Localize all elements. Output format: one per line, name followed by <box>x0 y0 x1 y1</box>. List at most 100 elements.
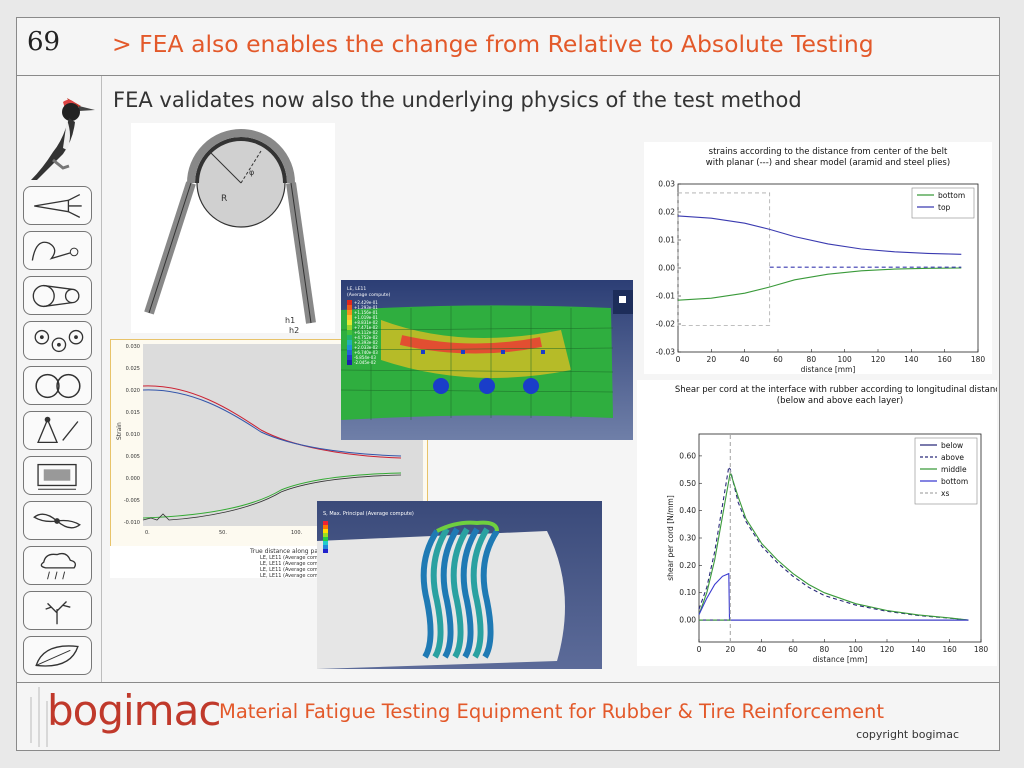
belt-legend-value: -2.045e-02 <box>354 360 376 365</box>
small-legend-1: LE, LE11 (Average compute <box>260 555 330 561</box>
logo-mark-icon <box>30 687 48 747</box>
y-tick-label: -0.02 <box>656 320 676 329</box>
belt-legend-swatch <box>347 345 352 350</box>
belt-legend-value: +1.019e-01 <box>354 315 378 320</box>
slide-subtitle: FEA validates now also the underlying ph… <box>113 88 802 112</box>
small-x-ticks: 0. 50. 100. <box>145 530 303 536</box>
belt-legend-swatch <box>347 360 352 365</box>
small-y-tick-label: -0.010 <box>124 520 140 526</box>
carrot-icon[interactable] <box>23 186 92 225</box>
x-tick-label: 140 <box>904 355 919 364</box>
y-tick-label: 0.02 <box>658 208 675 217</box>
legend-box <box>911 187 975 219</box>
y-tick-label: 0.20 <box>679 561 696 570</box>
y-tick-label: 0.10 <box>679 588 696 597</box>
belt-legend-value: +3.393e-02 <box>354 340 378 345</box>
small-curve-red <box>142 385 402 459</box>
belt-legend-swatch <box>347 320 352 325</box>
chart-title: (below and above each layer) <box>777 396 903 406</box>
belt-legend-value: +6.112e-02 <box>354 330 378 335</box>
cords-legend-title: S, Max. Principal (Average compute) <box>323 511 414 517</box>
strain-legend-box: True distance along path LE, LE11 (Avera… <box>110 546 330 579</box>
small-y-tick-label: 0.015 <box>126 410 140 416</box>
rain-icon[interactable] <box>23 546 92 585</box>
small-y-tick-label: 0.000 <box>126 476 140 482</box>
legend-label: bottom <box>938 191 965 200</box>
belt-legend-value: +1.156e-01 <box>354 310 378 315</box>
y-tick-label: 0.03 <box>658 180 675 189</box>
belt-legend-swatch <box>347 325 352 330</box>
small-y-tick-label: 0.025 <box>126 366 140 372</box>
small-y-tick-label: 0.005 <box>126 454 140 460</box>
footer-title: Material Fatigue Testing Equipment for R… <box>219 700 885 723</box>
series-line-top <box>677 215 962 255</box>
belt-legend-swatch <box>347 310 352 315</box>
legend-label: middle <box>941 465 967 474</box>
series-line-above <box>698 465 969 621</box>
belt-legend-swatch <box>347 315 352 320</box>
fan-icon[interactable] <box>23 501 92 540</box>
pulley-diagram: R φ h1 h2 <box>131 123 335 333</box>
tire-pressure-icon[interactable] <box>23 411 92 450</box>
roller-set-icon[interactable] <box>23 321 92 360</box>
legend-label: top <box>938 203 951 212</box>
logo: bogimac <box>47 686 221 735</box>
belt-legend: LE, LE11(Average compute) +2.429e-01+1.29… <box>347 286 391 365</box>
legend-label: xs <box>941 489 949 498</box>
y-tick-label: 0.60 <box>679 451 696 460</box>
chart-title: Shear per cord at the interface with rub… <box>675 385 997 395</box>
belt-legend-value: +6.740e-03 <box>354 350 378 355</box>
x-tick-label: 180 <box>971 355 986 364</box>
belt-legend-title: (Average compute) <box>347 292 391 298</box>
tree-icon[interactable] <box>23 591 92 630</box>
y-tick-label: 0.50 <box>679 479 696 488</box>
fea-belt-render: LE, LE11 (Average compute) +2.429e-01 +1.29… <box>341 280 633 440</box>
cord-bundle <box>420 520 500 659</box>
belt-legend-value: +2.033e-02 <box>354 345 378 350</box>
belt-legend-value: -6.854e-03 <box>354 355 376 360</box>
sidebar <box>17 76 102 682</box>
belt-legend-swatch <box>347 355 352 360</box>
belt-legend-swatch <box>347 335 352 340</box>
x-tick-label: 60 <box>788 645 798 654</box>
y-tick-label: 0.00 <box>679 616 696 625</box>
belt-legend-swatch <box>347 330 352 335</box>
x-tick-label: 100 <box>838 355 853 364</box>
x-tick-label: 60 <box>773 355 783 364</box>
small-curve-black <box>142 474 402 521</box>
x-axis-label: distance [mm] <box>813 655 868 664</box>
chart-title: with planar (---) and shear model (arami… <box>706 158 950 168</box>
small-chart-ylabel: Strain <box>116 422 123 440</box>
cable-icon[interactable] <box>23 231 92 270</box>
x-tick-label: 120 <box>880 645 895 654</box>
x-tick-label: 160 <box>938 355 953 364</box>
double-roller-icon[interactable] <box>23 366 92 405</box>
belt-drive-icon[interactable] <box>23 276 92 315</box>
y-tick-label: 0.40 <box>679 506 696 515</box>
radius-label: R <box>221 194 227 204</box>
leaf-icon[interactable] <box>23 636 92 675</box>
belt-legend-swatch <box>347 305 352 310</box>
legend-label: bottom <box>941 477 968 486</box>
press-icon[interactable] <box>23 456 92 495</box>
y-tick-label: 0.01 <box>658 236 675 245</box>
slide-number: 69 <box>27 27 61 57</box>
small-legend-2: LE, LE11 (Average compute <box>260 561 330 567</box>
belt-legend-value: +8.831e-02 <box>354 320 378 325</box>
chart-title: strains according to the distance from c… <box>709 147 948 157</box>
fea-belt-svg: LE, LE11(Average compute) +2.429e-01+1.29… <box>341 286 633 420</box>
x-tick-label: 80 <box>820 645 830 654</box>
x-tick-label: 20 <box>707 355 717 364</box>
belt-legend-value: +7.471e-02 <box>354 325 378 330</box>
footer: bogimac Material Fatigue Testing Equipme… <box>17 682 999 751</box>
fea-cords-render: S, Max. Principal (Average compute) <box>317 501 602 669</box>
belt-legend-value: +2.429e-01 <box>354 300 378 305</box>
y-tick-label: 0.00 <box>658 264 675 273</box>
legend-label: below <box>941 441 963 450</box>
belt-legend-swatch <box>347 300 352 305</box>
y-tick-label: -0.03 <box>656 348 676 357</box>
y-tick-label: -0.01 <box>656 292 676 301</box>
strain-chart: strains according to the distance from c… <box>644 142 992 374</box>
series-line-bottom <box>677 267 962 301</box>
small-legend-3: LE, LE11 (Average compute <box>260 567 330 573</box>
